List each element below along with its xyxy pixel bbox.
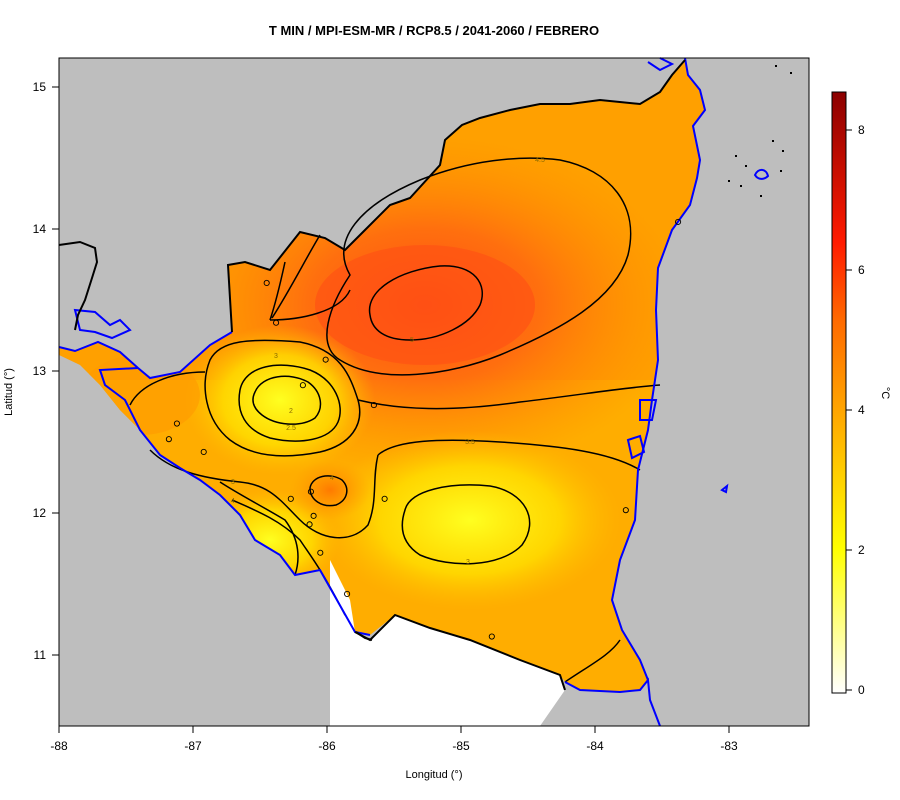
- contour-label: 3.5: [465, 439, 475, 446]
- contour-4-north: [269, 289, 351, 321]
- contour-3-5-left: [149, 449, 379, 539]
- station-marker: [273, 319, 280, 326]
- x-axis: -88 -87 -86 -85 -84 -83 Longitud (°): [50, 725, 738, 781]
- colorbar: 0 2 4 6 8 °C: [831, 91, 891, 697]
- y-tick-label: 14: [33, 222, 47, 236]
- contour-labels: 4.5 5 3 2 2.5 4 3.5 3 3 4: [231, 157, 545, 566]
- contour-3-outer: [204, 339, 361, 457]
- colorbar-tick-label: 2: [858, 543, 865, 557]
- contour-3-south: [401, 484, 531, 565]
- colorbar-tick-label: 6: [858, 263, 865, 277]
- stations-layer: [165, 218, 682, 640]
- x-tick-label: -88: [50, 739, 68, 753]
- station-marker: [307, 488, 314, 495]
- station-marker: [622, 507, 629, 514]
- map-title: T MIN / MPI-ESM-MR / RCP8.5 / 2041-2060 …: [269, 23, 599, 38]
- contour-lines: [129, 157, 661, 683]
- x-tick-label: -86: [318, 739, 336, 753]
- temperature-field: [59, 60, 705, 692]
- y-axis: 11 12 13 14 15 Latitud (°): [3, 80, 60, 662]
- contour-4-5: [326, 157, 632, 376]
- coastline: [58, 57, 770, 727]
- contour-label: 2: [289, 408, 293, 415]
- contour-4-n2: [271, 234, 321, 319]
- contour-label: 4: [330, 475, 334, 482]
- station-marker: [200, 448, 207, 455]
- station-marker: [370, 402, 377, 409]
- contour-3-sw: [219, 481, 299, 576]
- x-tick-label: -83: [720, 739, 738, 753]
- station-marker: [488, 633, 495, 640]
- station-marker: [306, 521, 313, 528]
- station-marker: [322, 356, 329, 363]
- contour-3-se: [564, 639, 621, 683]
- cays: [728, 65, 792, 197]
- contour-label: 2.5: [286, 425, 296, 432]
- station-marker: [310, 512, 317, 519]
- contour-3-5: [377, 439, 641, 471]
- station-marker: [675, 218, 682, 225]
- station-marker: [344, 590, 351, 597]
- contour-4-n3: [269, 261, 286, 321]
- colorbar-tick-label: 8: [858, 123, 865, 137]
- station-marker: [165, 436, 172, 443]
- station-marker: [287, 495, 294, 502]
- station-marker: [299, 382, 306, 389]
- x-axis-title: Longitud (°): [406, 769, 463, 781]
- x-tick-label: -87: [184, 739, 202, 753]
- y-tick-label: 11: [34, 648, 47, 662]
- contour-5: [368, 265, 484, 341]
- contour-label: 3: [231, 479, 235, 486]
- contour-4-small: [309, 475, 348, 507]
- contour-2: [252, 375, 322, 425]
- x-tick-label: -85: [452, 739, 470, 753]
- map-panel: 4.5 5 3 2 2.5 4 3.5 3 3 4: [58, 57, 810, 727]
- contour-4-east: [357, 384, 661, 410]
- colorbar-ramp: [831, 91, 847, 694]
- station-marker: [173, 420, 180, 427]
- contour-2-5: [238, 364, 341, 442]
- contour-4-west: [129, 371, 206, 406]
- contour-label: 3: [466, 559, 470, 566]
- contour-label: 4: [231, 498, 235, 505]
- x-tick-label: -84: [586, 739, 604, 753]
- y-tick-label: 12: [33, 506, 47, 520]
- colorbar-unit: °C: [879, 387, 891, 399]
- station-marker: [263, 279, 270, 287]
- colorbar-tick-label: 0: [858, 683, 865, 697]
- colorbar-tick-label: 4: [858, 403, 865, 417]
- contour-label: 5: [410, 337, 414, 344]
- station-marker: [381, 495, 388, 502]
- y-axis-title: Latitud (°): [3, 368, 15, 416]
- nodata-area-south: [330, 560, 565, 726]
- contour-label: 3: [274, 353, 278, 360]
- station-marker: [317, 549, 324, 556]
- y-tick-label: 15: [33, 80, 47, 94]
- borders: [58, 59, 686, 691]
- y-tick-label: 13: [33, 364, 47, 378]
- contour-label: 4.5: [535, 157, 545, 164]
